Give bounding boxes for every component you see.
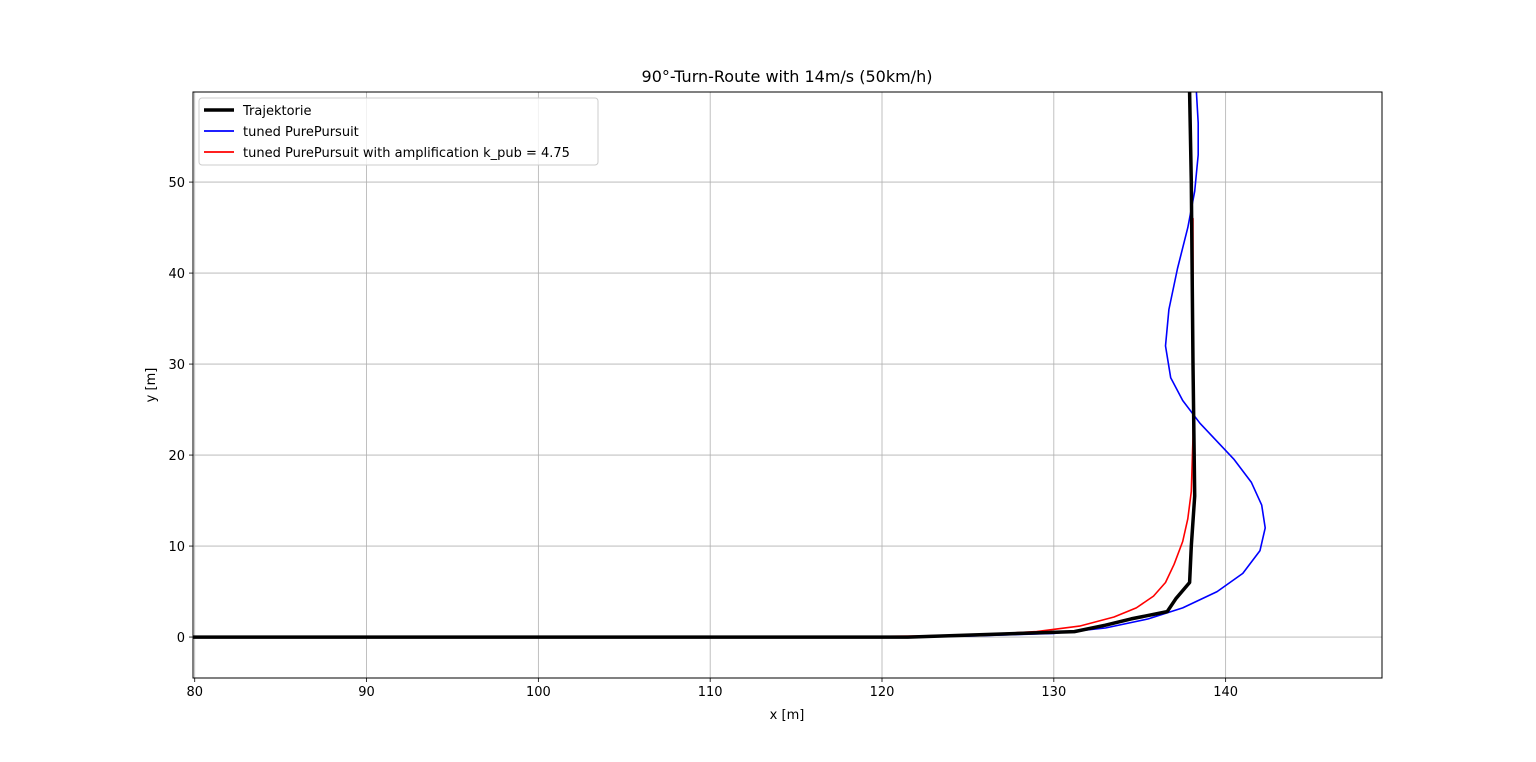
chart-title: 90°-Turn-Route with 14m/s (50km/h) — [642, 67, 933, 86]
legend-label-tuned-purepursuit: tuned PurePursuit — [243, 125, 359, 140]
y-tick-label: 0 — [177, 631, 185, 646]
y-axis-label: y [m] — [144, 368, 159, 403]
x-axis-label: x [m] — [770, 708, 805, 723]
y-tick-label: 20 — [168, 449, 185, 464]
legend-box — [198, 97, 599, 166]
x-tick-label: 90 — [358, 685, 375, 700]
legend: Trajektorie tuned PurePursuit tuned Pure… — [198, 97, 599, 166]
legend-label-trajektorie: Trajektorie — [242, 104, 312, 119]
y-tick-label: 40 — [168, 267, 185, 282]
x-tick-label: 120 — [870, 685, 895, 700]
x-tick-label: 80 — [186, 685, 203, 700]
x-tick-label: 140 — [1213, 685, 1238, 700]
y-tick-label: 30 — [168, 358, 185, 373]
y-tick-label: 50 — [168, 176, 185, 191]
x-tick-label: 110 — [698, 685, 723, 700]
series-line-tuned-purepursuit — [193, 92, 1266, 638]
plot-frame — [192, 91, 1383, 679]
series-layer — [193, 92, 1266, 639]
x-tick-label: 100 — [526, 685, 551, 700]
y-tick-label: 10 — [168, 540, 185, 555]
x-tick-label: 130 — [1041, 685, 1066, 700]
axis-ticks: 80 90 100 110 120 130 140 0 10 20 30 40 50 — [168, 176, 1238, 700]
series-line-trajektorie — [193, 92, 1197, 639]
legend-label-amplified-purepursuit: tuned PurePursuit with amplification k_p… — [243, 146, 570, 161]
plot-area — [193, 92, 1382, 678]
